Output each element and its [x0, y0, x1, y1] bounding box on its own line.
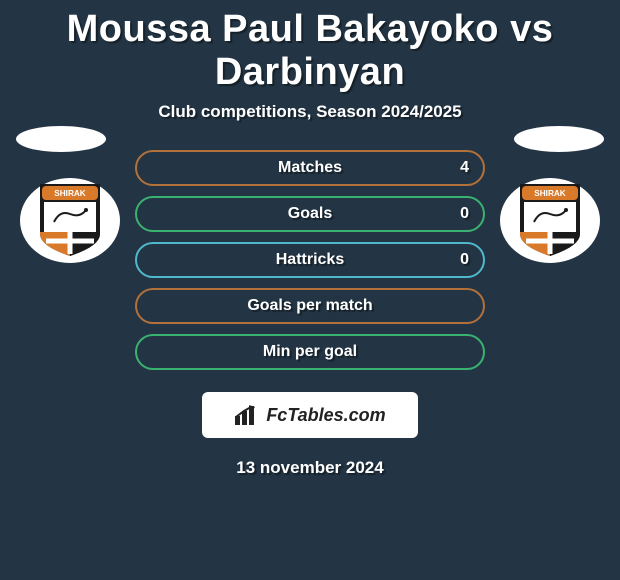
- stat-label: Matches: [278, 159, 342, 177]
- stat-label: Goals per match: [247, 297, 372, 315]
- player-left-ellipse: [16, 126, 106, 152]
- shirak-logo-icon: SHIRAK: [520, 184, 580, 256]
- stat-pill-matches: Matches 4: [135, 150, 485, 186]
- stat-label: Hattricks: [276, 251, 344, 269]
- stat-value: 0: [460, 205, 469, 223]
- shirak-logo-icon: SHIRAK: [40, 184, 100, 256]
- stat-value: 0: [460, 251, 469, 269]
- stat-value: 4: [460, 159, 469, 177]
- page-title: Moussa Paul Bakayoko vs Darbinyan: [0, 0, 620, 98]
- stat-label: Goals: [288, 205, 332, 223]
- svg-text:SHIRAK: SHIRAK: [534, 189, 565, 198]
- date-text: 13 november 2024: [0, 438, 620, 478]
- svg-text:SHIRAK: SHIRAK: [54, 189, 85, 198]
- bars-icon: [234, 404, 260, 426]
- club-badge-right: SHIRAK: [500, 178, 600, 263]
- stat-pill-hattricks: Hattricks 0: [135, 242, 485, 278]
- stat-pill-goals: Goals 0: [135, 196, 485, 232]
- player-right-ellipse: [514, 126, 604, 152]
- brand-text: FcTables.com: [266, 405, 385, 426]
- brand-box[interactable]: FcTables.com: [202, 392, 418, 438]
- club-badge-left: SHIRAK: [20, 178, 120, 263]
- stats-column: Matches 4 Goals 0 Hattricks 0 Goals per …: [135, 150, 485, 370]
- stat-pill-mpg: Min per goal: [135, 334, 485, 370]
- stat-label: Min per goal: [263, 343, 357, 361]
- stat-pill-gpm: Goals per match: [135, 288, 485, 324]
